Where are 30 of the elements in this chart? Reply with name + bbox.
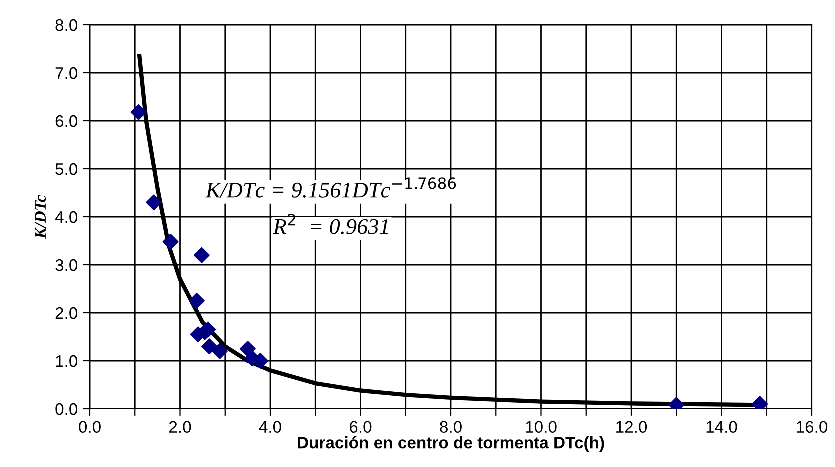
y-tick-label: 0.0 <box>56 403 78 416</box>
x-tick-label: 16.0 <box>797 421 828 434</box>
point <box>202 338 218 355</box>
y-tick-label: 7.0 <box>56 67 78 80</box>
annotation: K/DTc = 9.1561DTc$^{−1.7686}$ <box>206 178 456 198</box>
point <box>188 293 205 309</box>
x-tick-label: 0.0 <box>79 421 101 434</box>
point <box>162 234 179 250</box>
y-tick-label: 2.0 <box>56 307 78 320</box>
x-tick-label: 6.0 <box>350 421 372 434</box>
point <box>194 247 210 264</box>
y-tick-label: 1.0 <box>56 355 78 368</box>
point <box>212 343 228 360</box>
annotation: R$^{2}$ = 0.9631 <box>273 214 388 234</box>
point <box>146 194 162 211</box>
point <box>240 341 256 357</box>
x-tick-label: 2.0 <box>170 421 192 434</box>
y-tick-label: 3.0 <box>56 259 78 272</box>
y-tick-label: 5.0 <box>56 163 78 176</box>
y-tick-label: 8.0 <box>56 19 78 32</box>
y-tick-label: 6.0 <box>56 115 78 128</box>
y-tick-label: 4.0 <box>55 211 78 224</box>
x-tick-label: 4.0 <box>259 421 282 434</box>
x-tick-label: 8.0 <box>440 421 462 434</box>
x-tick-label: 14.0 <box>706 421 738 434</box>
x-tick-label: 12.0 <box>616 421 648 434</box>
x-tick-label: 10.0 <box>526 421 557 434</box>
point <box>130 104 147 120</box>
x-axis-title: Duración en centro de tormenta DTc(h) <box>298 436 604 452</box>
y-axis-title: K/DTc <box>34 195 46 240</box>
